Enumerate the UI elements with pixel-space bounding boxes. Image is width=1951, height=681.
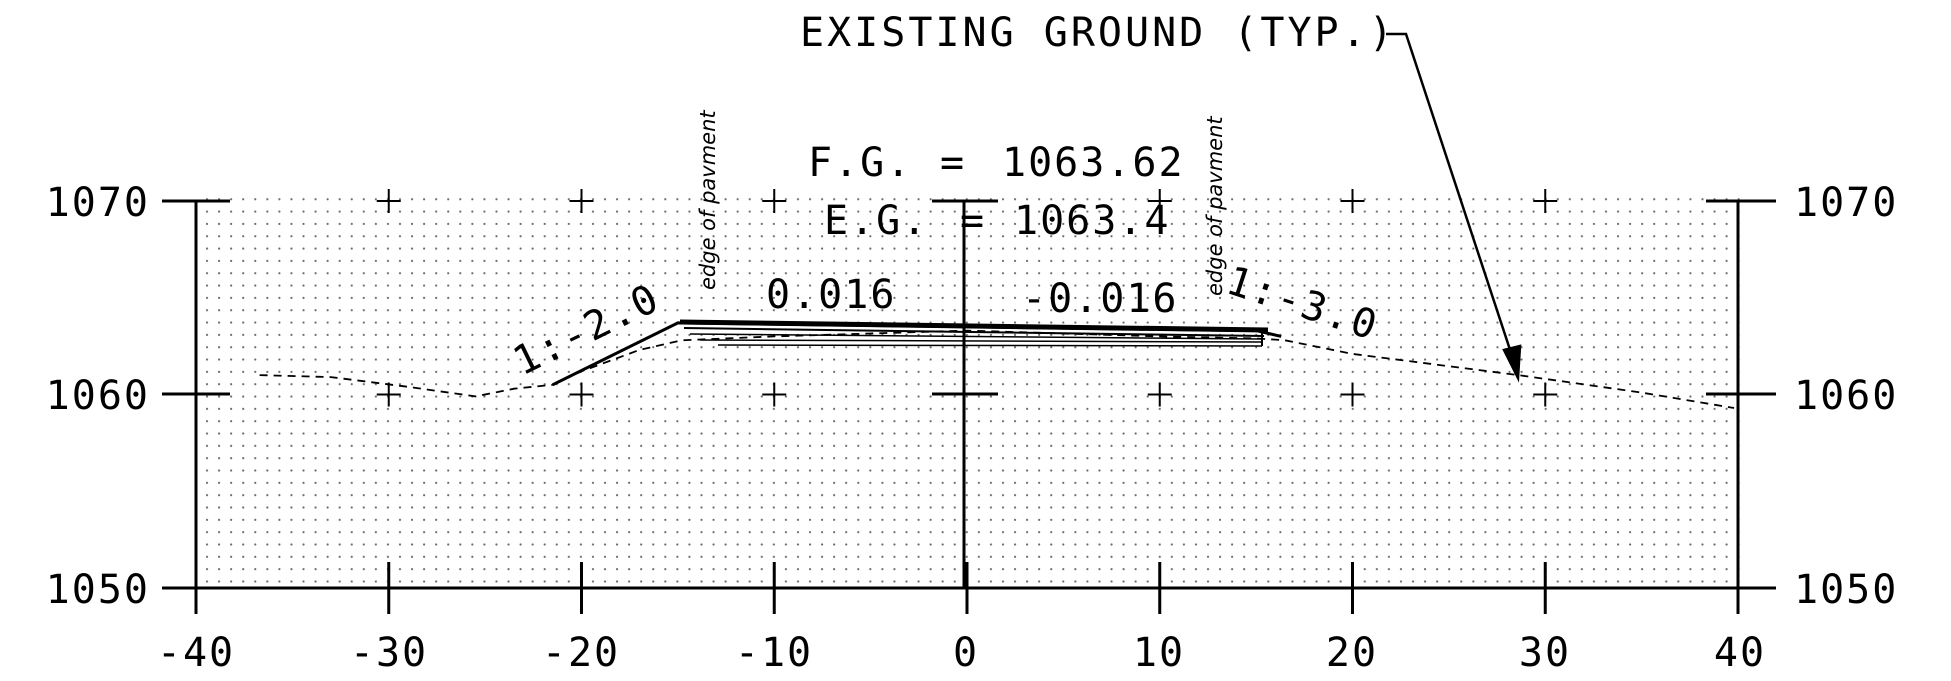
grid-cross-mark [1340, 189, 1365, 213]
y-tick-label: 1070 [46, 180, 150, 226]
x-tick-label: -30 [350, 630, 428, 676]
y-tick-label: 1070 [1794, 180, 1898, 226]
grid-cross-mark [376, 382, 401, 407]
y-tick-label: 1050 [46, 567, 150, 613]
existing-ground-callout-arrow [1386, 32, 1522, 383]
grid-cross-mark [569, 382, 594, 407]
eg-label: E.G. [824, 198, 928, 244]
x-tick-labels: -40 -30 -20 -10 0 10 20 30 40 [157, 630, 1766, 676]
grid-cross-mark [762, 382, 787, 407]
x-tick-label: -40 [157, 630, 235, 676]
grid-cross-mark [1340, 382, 1365, 407]
grid-cross-mark [762, 189, 787, 213]
x-tick-label: 30 [1519, 630, 1571, 676]
x-tick-label: 20 [1326, 630, 1378, 676]
edge-of-pavement-right-label: edge of pavment [1203, 116, 1227, 296]
grid-cross-mark [1533, 382, 1558, 407]
y-tick-label: 1060 [1794, 373, 1898, 419]
y-tick-labels-right: 1070 1060 1050 [1794, 180, 1898, 613]
x-tick-marks [194, 562, 1740, 614]
grid-cross-mark [569, 189, 594, 213]
eg-value: 1063.4 [1014, 198, 1171, 244]
cross-slope-right-label: -0.016 [1022, 276, 1179, 322]
grid-cross-marks [376, 189, 1558, 407]
grid-cross-mark [1147, 382, 1172, 407]
grid-field [197, 197, 1740, 586]
edge-of-pavement-left-label: edge of pavment [696, 110, 720, 290]
fg-label: F.G. [808, 140, 912, 186]
grid-cross-mark [376, 189, 401, 213]
pavement-section [679, 319, 1269, 347]
fg-equals: = [940, 140, 966, 186]
y-tick-label: 1060 [46, 373, 150, 419]
x-tick-label: 40 [1714, 630, 1766, 676]
eg-equals: = [960, 198, 986, 244]
existing-ground-callout: EXISTING GROUND (TYP.) [800, 10, 1396, 56]
cross-slope-left-label: 0.016 [766, 272, 896, 318]
x-tick-label: -10 [735, 630, 813, 676]
x-tick-label: 10 [1133, 630, 1185, 676]
y-tick-labels-left: 1070 1060 1050 [46, 180, 150, 613]
x-tick-label: 0 [953, 630, 979, 676]
grid-cross-mark [1533, 189, 1558, 213]
x-tick-label: -20 [542, 630, 620, 676]
grid-cross-mark [1147, 189, 1172, 213]
y-tick-label: 1050 [1794, 567, 1898, 613]
fg-value: 1063.62 [1002, 140, 1185, 186]
plot-frame [162, 199, 1776, 590]
existing-ground-line [259, 329, 1735, 409]
